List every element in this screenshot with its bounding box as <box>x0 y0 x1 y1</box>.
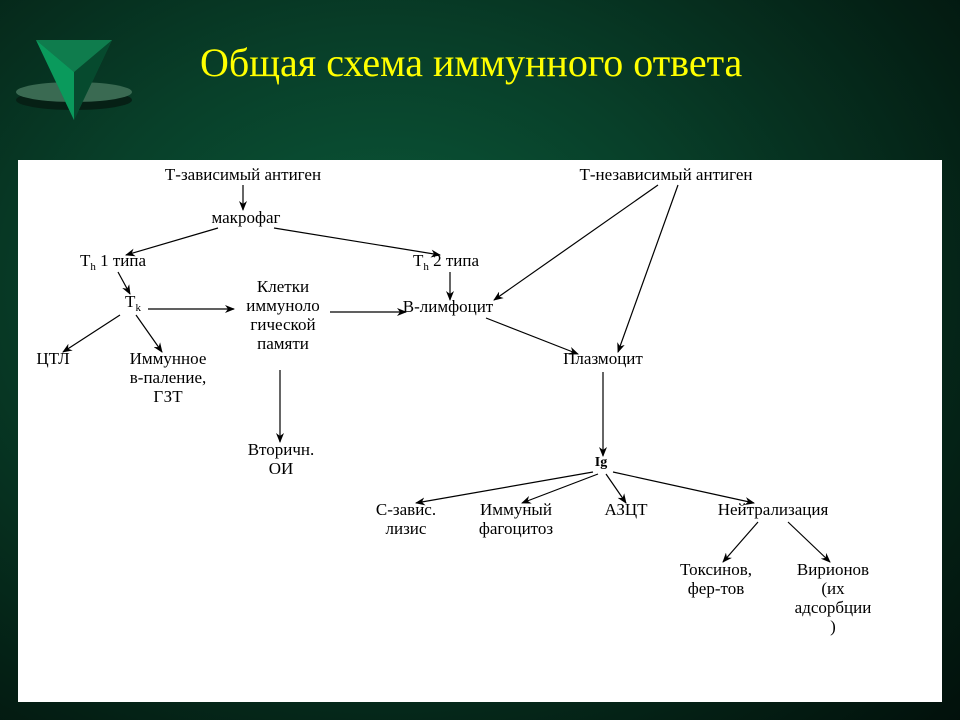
node-tk: Tk <box>125 292 141 314</box>
node-clysis: С-завис.лизис <box>376 500 436 538</box>
node-toxins: Токсинов,фер-тов <box>680 560 752 598</box>
svg-text:Ig: Ig <box>595 455 607 470</box>
node-macro: макрофаг <box>212 208 281 227</box>
node-th2: Th 2 типа <box>413 251 480 273</box>
edge-t_indep-to-blymph <box>494 185 658 300</box>
node-iphago: Иммуныйфагоцитоз <box>479 500 554 538</box>
node-t_dep: Т-зависимый антиген <box>165 165 321 184</box>
node-blymph: В-лимфоцит <box>403 297 494 316</box>
node-plasmo: Плазмоцит <box>563 349 643 368</box>
node-inflamm: Иммунноев-паление,ГЗТ <box>130 349 207 406</box>
edge-ig-to-azct <box>606 474 626 503</box>
node-virions: Вирионов(ихадсорбции) <box>795 560 872 636</box>
slide: Общая схема иммунного ответа Т-зависимый… <box>0 0 960 720</box>
svg-text:Иммуныйфагоцитоз: Иммуныйфагоцитоз <box>479 500 554 538</box>
svg-text:Th 2 типа: Th 2 типа <box>413 251 480 273</box>
edge-neutral-to-virions <box>788 522 830 562</box>
svg-text:С-завис.лизис: С-завис.лизис <box>376 500 436 538</box>
node-ctl: ЦТЛ <box>36 349 70 368</box>
node-neutral: Нейтрализация <box>718 500 829 519</box>
svg-text:ЦТЛ: ЦТЛ <box>36 349 70 368</box>
node-th1: Th 1 типа <box>80 251 147 273</box>
node-azct: АЗЦТ <box>604 500 648 519</box>
svg-text:Клеткииммунологическойпамяти: Клеткииммунологическойпамяти <box>246 277 319 353</box>
edge-neutral-to-toxins <box>723 522 758 562</box>
slide-title: Общая схема иммунного ответа <box>200 40 920 86</box>
svg-text:Вторичн.ОИ: Вторичн.ОИ <box>248 440 315 478</box>
svg-text:Иммунноев-паление,ГЗТ: Иммунноев-паление,ГЗТ <box>130 349 207 406</box>
flowchart: Т-зависимый антиген Т-независимый антиген… <box>18 160 942 702</box>
node-ig: Ig <box>595 455 607 470</box>
edge-ig-to-clysis <box>416 472 593 503</box>
bullet-triangle-icon <box>14 34 134 139</box>
edge-tk-to-ctl <box>63 315 120 352</box>
edge-th1-to-tk <box>118 272 130 294</box>
svg-text:Th 1 типа: Th 1 типа <box>80 251 147 273</box>
diagram-panel: Т-зависимый антиген Т-независимый антиген… <box>18 160 942 702</box>
svg-text:АЗЦТ: АЗЦТ <box>604 500 648 519</box>
node-t_indep: Т-независимый антиген <box>579 165 752 184</box>
svg-text:макрофаг: макрофаг <box>212 208 281 227</box>
svg-text:Т-зависимый антиген: Т-зависимый антиген <box>165 165 321 184</box>
edge-t_indep-to-plasmo <box>618 185 678 352</box>
edge-tk-to-inflamm <box>136 315 162 352</box>
svg-text:Нейтрализация: Нейтрализация <box>718 500 829 519</box>
svg-text:Т-независимый антиген: Т-независимый антиген <box>579 165 752 184</box>
svg-text:Вирионов(ихадсорбции): Вирионов(ихадсорбции) <box>795 560 872 636</box>
svg-text:Токсинов,фер-тов: Токсинов,фер-тов <box>680 560 752 598</box>
svg-text:В-лимфоцит: В-лимфоцит <box>403 297 494 316</box>
edge-ig-to-neutral <box>613 472 754 503</box>
svg-text:Плазмоцит: Плазмоцит <box>563 349 643 368</box>
svg-text:Tk: Tk <box>125 292 141 314</box>
node-secondary: Вторичн.ОИ <box>248 440 315 478</box>
node-memcells: Клеткииммунологическойпамяти <box>246 277 319 353</box>
